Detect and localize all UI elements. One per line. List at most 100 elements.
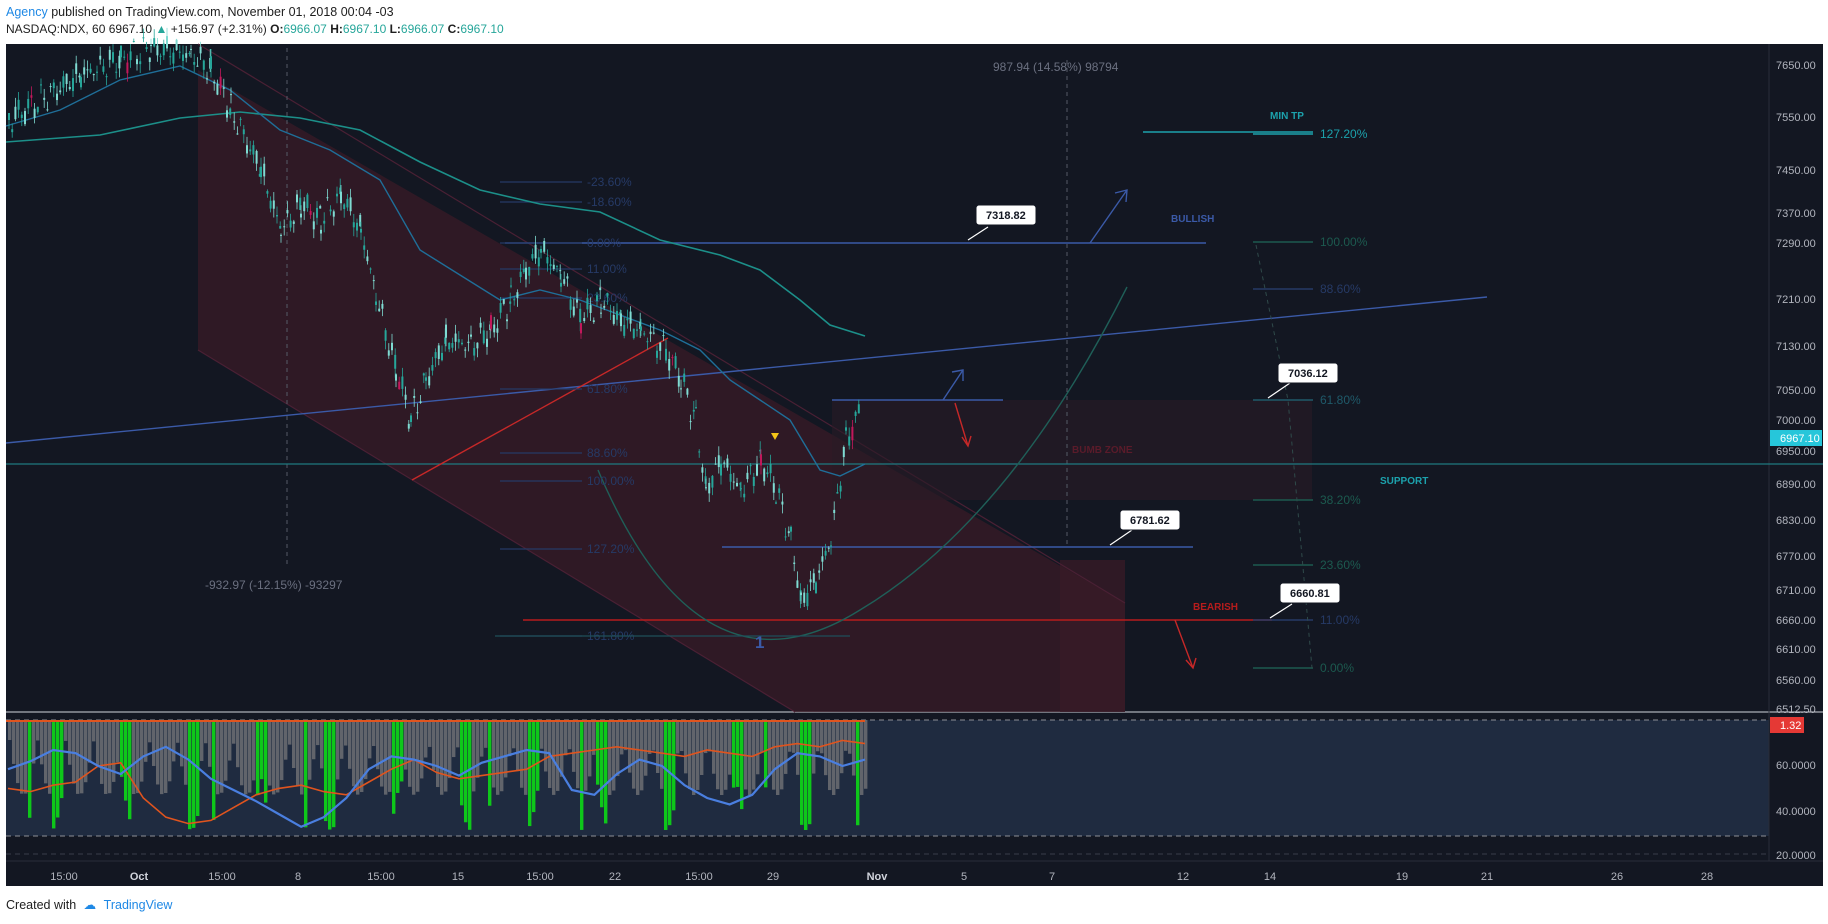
- signal-marker-icon: [771, 433, 779, 440]
- fib-right-label-0: 127.20%: [1320, 127, 1368, 141]
- price-tick-6: 7130.00: [1776, 341, 1816, 353]
- time-axis-ticks: 15:00 Oct 15:00 8 15:00 15 15:00 22 15:00 29 Nov 5 7…: [50, 871, 1713, 883]
- price-tick-0: 7650.00: [1776, 60, 1816, 72]
- ema-fast-line: [5, 65, 866, 477]
- price-tick-12: 6770.00: [1776, 551, 1816, 563]
- support-label: SUPPORT: [1380, 476, 1428, 487]
- price-tick-17: 6512.50: [1776, 704, 1816, 716]
- indicator-band: [6, 720, 1769, 836]
- publisher-name[interactable]: Agency: [6, 5, 48, 19]
- time-tick-5: 15: [452, 871, 464, 883]
- channel-upper-line: [197, 43, 1126, 604]
- ema-slow-line: [5, 111, 866, 337]
- measure-top-label: 987.94 (14.58%) 98794: [993, 60, 1119, 74]
- fib-left-group: -23.60%-18.60%0.00%11.00%23.60%61.80%88.…: [495, 175, 850, 643]
- footer: Created with ☁ TradingView: [6, 897, 172, 912]
- fib-left-label-3: 11.00%: [587, 262, 627, 276]
- price-tick-5: 7210.00: [1776, 294, 1816, 306]
- callout-6660-text: 6660.81: [1290, 588, 1330, 600]
- indicator-bars-group: [6, 720, 868, 830]
- fib-left-label-0: -23.60%: [587, 175, 632, 189]
- last-price: 6967.10: [108, 22, 153, 36]
- up-arrow-icon: ▲: [155, 22, 168, 36]
- callout-6660[interactable]: 6660.81: [1269, 582, 1341, 619]
- fib-right-label-4: 38.20%: [1320, 493, 1361, 507]
- bullish-arrow: [1089, 189, 1128, 244]
- callout-7318-text: 7318.82: [986, 210, 1026, 222]
- fib-left-label-8: 127.20%: [587, 542, 635, 556]
- indicator-axis-ticks: 60.0000 40.0000 20.0000: [1776, 760, 1816, 862]
- fib-right-label-6: 11.00%: [1320, 613, 1360, 627]
- up-arrow-small: [942, 369, 964, 401]
- price-tick-14: 6660.00: [1776, 615, 1816, 627]
- time-tick-14: 14: [1264, 871, 1276, 883]
- callout-7036-text: 7036.12: [1288, 368, 1328, 380]
- price-tick-8: 7000.00: [1776, 415, 1816, 427]
- indicator-value-tag: 1.32: [1770, 717, 1804, 733]
- time-tick-8: 15:00: [685, 871, 713, 883]
- fib-left-label-6: 88.60%: [587, 446, 628, 460]
- last-price-tag: 6967.10: [1770, 430, 1822, 446]
- close-label: C:: [447, 22, 461, 36]
- price-tick-4: 7290.00: [1776, 238, 1816, 250]
- time-tick-11: 5: [961, 871, 967, 883]
- price-tick-2: 7450.00: [1776, 165, 1816, 177]
- open-label: O:: [270, 22, 284, 36]
- candles-group: [8, 27, 860, 610]
- time-tick-1: Oct: [130, 871, 149, 883]
- tradingview-logo-icon[interactable]: ☁: [83, 898, 97, 912]
- callout-7036[interactable]: 7036.12: [1267, 362, 1339, 399]
- indicator-tick-2: 20.0000: [1776, 850, 1816, 862]
- cup-arc: [597, 286, 1128, 641]
- time-tick-17: 26: [1611, 871, 1623, 883]
- channel-extension: [1060, 560, 1125, 712]
- chart-header: Agency published on TradingView.com, Nov…: [6, 4, 504, 38]
- descending-channel: [198, 70, 1125, 712]
- open-value: 6966.07: [283, 22, 327, 36]
- min-tp-label: MIN TP: [1270, 111, 1304, 122]
- time-tick-2: 15:00: [208, 871, 236, 883]
- time-tick-10: Nov: [867, 871, 889, 883]
- fib-right-label-7: 0.00%: [1320, 661, 1354, 675]
- callout-6781-text: 6781.62: [1130, 515, 1170, 527]
- price-tick-9: 6950.00: [1776, 446, 1816, 458]
- time-tick-4: 15:00: [367, 871, 395, 883]
- time-tick-16: 21: [1481, 871, 1493, 883]
- fib-left-label-7: 100.00%: [587, 474, 635, 488]
- price-tick-13: 6710.00: [1776, 585, 1816, 597]
- fib-right-label-3: 61.80%: [1320, 393, 1361, 407]
- time-tick-3: 8: [295, 871, 301, 883]
- price-tick-3: 7370.00: [1776, 208, 1816, 220]
- channel-lower-line: [197, 349, 796, 713]
- indicator-blue-line: [7, 745, 866, 829]
- time-tick-15: 19: [1396, 871, 1408, 883]
- callout-6781[interactable]: 6781.62: [1109, 509, 1181, 546]
- price-change: +156.97 (+2.31%): [170, 22, 267, 36]
- fib-right-connector: [1255, 244, 1313, 669]
- price-tick-10: 6890.00: [1776, 479, 1816, 491]
- high-value: 6967.10: [342, 22, 387, 36]
- fib-right-label-1: 100.00%: [1320, 235, 1368, 249]
- time-tick-0: 15:00: [50, 871, 78, 883]
- published-text: published on TradingView.com, November 0…: [51, 5, 394, 19]
- symbol-label: NASDAQ:NDX, 60: [6, 22, 106, 36]
- indicator-orange-line: [7, 739, 866, 825]
- callout-7318[interactable]: 7318.82: [967, 204, 1037, 241]
- fib-right-label-5: 23.60%: [1320, 558, 1361, 572]
- red-wedge-line: [411, 337, 669, 481]
- fib-left-label-2: 0.00%: [587, 236, 621, 250]
- low-label: L:: [389, 22, 401, 36]
- bearish-label: BEARISH: [1193, 602, 1238, 613]
- price-tick-7: 7050.00: [1776, 385, 1816, 397]
- bump-zone-label: BUMB ZONE: [1072, 445, 1133, 456]
- low-value: 6966.07: [400, 22, 445, 36]
- price-tick-16: 6560.00: [1776, 675, 1816, 687]
- bump-zone-box: [832, 400, 1312, 500]
- close-value: 6967.10: [460, 22, 504, 36]
- indicator-tick-1: 40.0000: [1776, 806, 1816, 818]
- price-axis-ticks: 7650.00 7550.00 7450.00 7370.00 7290.00 7210.…: [1776, 60, 1816, 716]
- high-label: H:: [330, 22, 343, 36]
- tradingview-link[interactable]: TradingView: [103, 898, 173, 912]
- time-tick-9: 29: [767, 871, 779, 883]
